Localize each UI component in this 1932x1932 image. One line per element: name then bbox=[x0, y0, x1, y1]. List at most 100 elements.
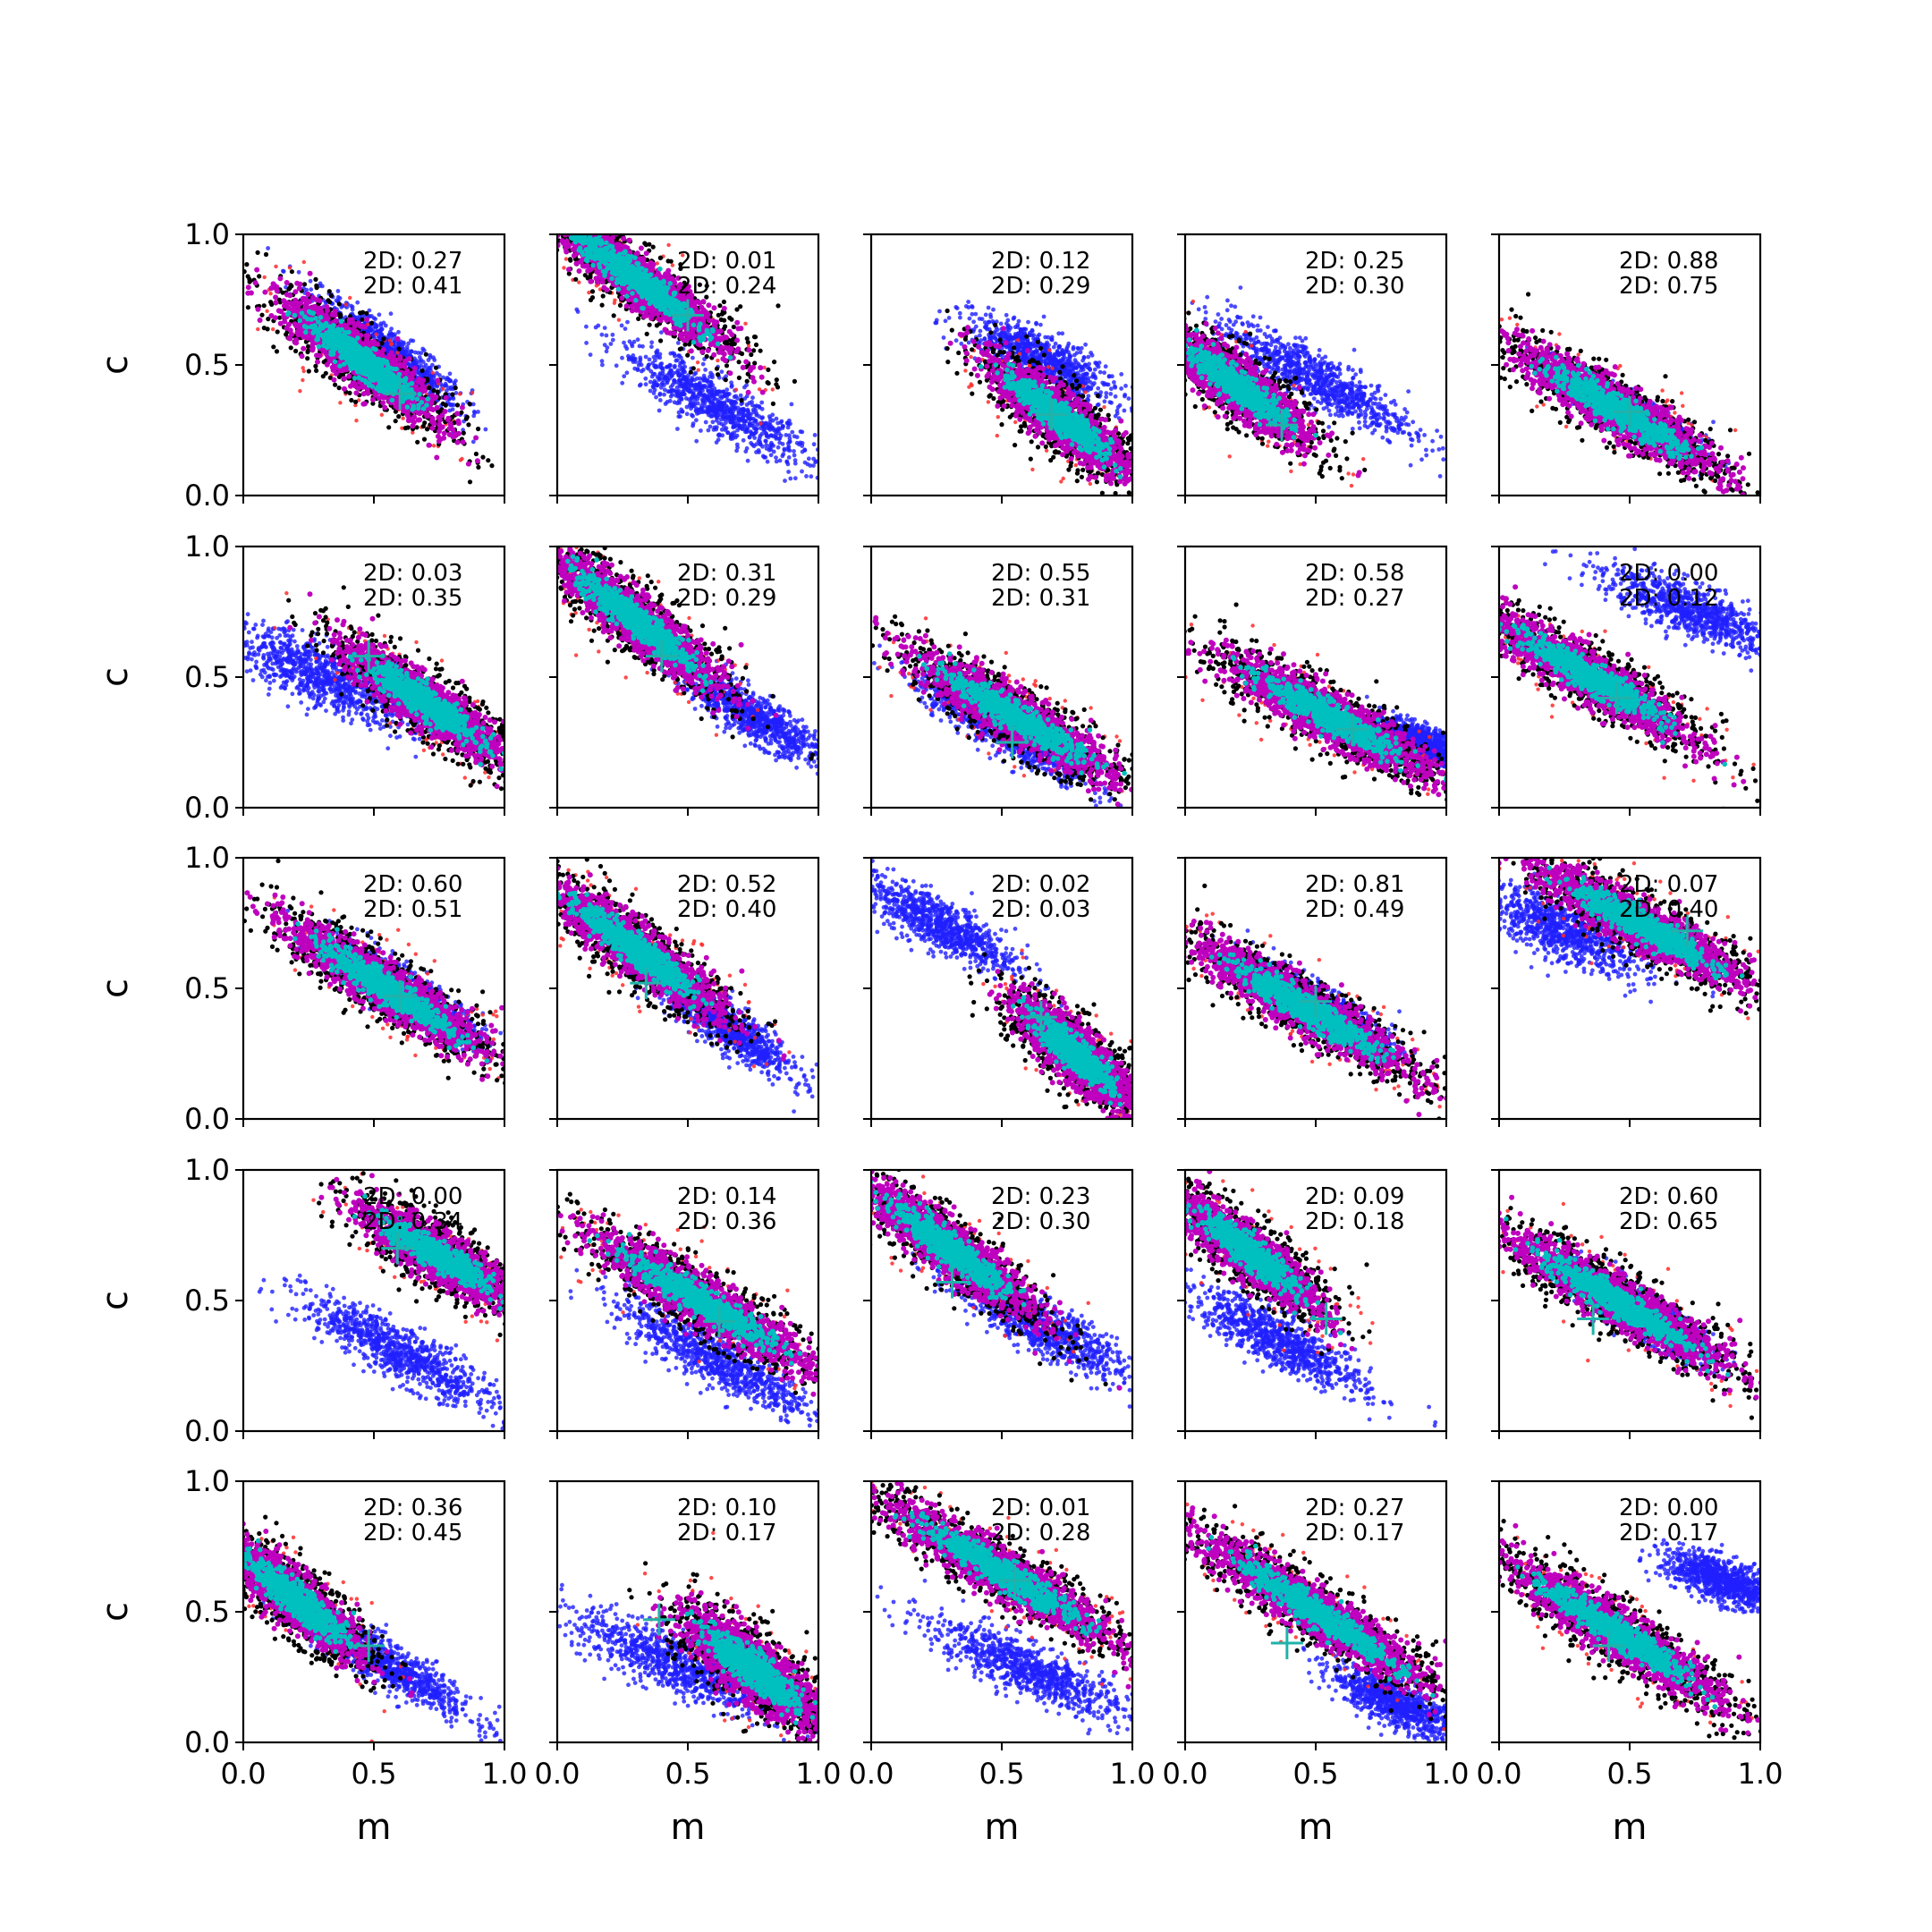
blue-point bbox=[757, 448, 761, 453]
cyan-point bbox=[358, 363, 363, 369]
blue-point bbox=[733, 394, 737, 399]
blue-point bbox=[675, 427, 680, 431]
blue-point bbox=[373, 325, 377, 329]
blue-point bbox=[763, 439, 767, 444]
blue-point bbox=[673, 365, 677, 369]
black-point bbox=[327, 300, 332, 304]
blue-point bbox=[723, 428, 727, 432]
blue-point bbox=[644, 355, 648, 360]
magenta-point bbox=[275, 288, 280, 293]
blue-point bbox=[675, 390, 680, 394]
magenta-point bbox=[282, 319, 287, 325]
cyan-point bbox=[404, 386, 410, 391]
black-point bbox=[450, 392, 454, 396]
magenta-point bbox=[360, 402, 366, 407]
blue-point bbox=[336, 289, 341, 293]
blue-point bbox=[749, 441, 753, 445]
red-point bbox=[441, 387, 445, 391]
magenta-point bbox=[395, 336, 401, 342]
magenta-point bbox=[406, 418, 411, 423]
blue-point bbox=[600, 333, 605, 337]
magenta-point bbox=[380, 400, 386, 405]
blue-point bbox=[767, 414, 772, 419]
blue-point bbox=[600, 359, 605, 363]
blue-point bbox=[700, 385, 705, 389]
magenta-point bbox=[361, 391, 367, 396]
blue-point bbox=[742, 422, 747, 427]
blue-point bbox=[668, 352, 673, 356]
blue-point bbox=[760, 415, 765, 419]
blue-point bbox=[665, 381, 670, 386]
blue-point bbox=[694, 409, 699, 413]
blue-point bbox=[731, 420, 735, 425]
red-point bbox=[666, 243, 670, 247]
blue-point bbox=[761, 454, 766, 459]
cyan-point bbox=[342, 337, 347, 343]
cyan-point bbox=[350, 353, 355, 359]
blue-point bbox=[640, 369, 644, 374]
blue-point bbox=[677, 378, 682, 383]
blue-point bbox=[813, 433, 818, 437]
blue-point bbox=[746, 408, 750, 412]
cyan-point bbox=[371, 355, 377, 360]
red-point bbox=[354, 419, 358, 422]
magenta-point bbox=[364, 317, 369, 322]
blue-point bbox=[705, 378, 709, 383]
blue-point bbox=[813, 460, 818, 464]
black-point bbox=[293, 349, 298, 353]
annotation-line-1: 2D: 0.27 bbox=[363, 248, 462, 275]
magenta-point bbox=[346, 374, 352, 379]
magenta-point bbox=[292, 289, 298, 294]
magenta-point bbox=[356, 321, 361, 326]
red-point bbox=[458, 392, 462, 395]
black-point bbox=[421, 424, 426, 428]
blue-point bbox=[626, 354, 631, 359]
magenta-point bbox=[318, 306, 324, 311]
blue-point bbox=[669, 389, 674, 394]
blue-point bbox=[788, 436, 792, 441]
magenta-point bbox=[307, 299, 312, 304]
red-point bbox=[380, 413, 384, 417]
blue-point bbox=[735, 434, 740, 438]
blue-point bbox=[719, 404, 724, 409]
blue-point bbox=[708, 385, 712, 389]
blue-point bbox=[309, 287, 313, 292]
cyan-point bbox=[305, 317, 310, 322]
red-point bbox=[344, 302, 348, 306]
cyan-point bbox=[346, 330, 352, 335]
black-point bbox=[434, 366, 438, 370]
blue-point bbox=[694, 418, 699, 422]
red-point bbox=[271, 327, 275, 331]
magenta-point bbox=[443, 409, 448, 414]
blue-point bbox=[741, 438, 746, 443]
cyan-point bbox=[402, 378, 408, 384]
black-point bbox=[420, 369, 425, 373]
cyan-point bbox=[317, 344, 322, 350]
magenta-point bbox=[289, 301, 294, 306]
blue-point bbox=[676, 341, 681, 345]
black-point bbox=[264, 252, 268, 257]
blue-point bbox=[351, 308, 355, 312]
magenta-point bbox=[326, 359, 332, 364]
cyan-point bbox=[411, 403, 417, 409]
black-point bbox=[397, 347, 402, 352]
black-point bbox=[386, 425, 391, 429]
blue-point bbox=[717, 434, 722, 438]
blue-point bbox=[349, 304, 353, 309]
red-point bbox=[268, 292, 272, 295]
blue-point bbox=[620, 324, 624, 328]
blue-point bbox=[764, 431, 768, 436]
black-point bbox=[259, 313, 264, 318]
blue-point bbox=[682, 365, 687, 369]
blue-point bbox=[691, 377, 695, 382]
red-point bbox=[298, 389, 301, 393]
black-point bbox=[489, 463, 494, 468]
black-point bbox=[256, 250, 260, 255]
magenta-point bbox=[309, 347, 315, 352]
red-point bbox=[432, 444, 436, 447]
blue-point bbox=[680, 371, 684, 376]
blue-point bbox=[745, 429, 750, 434]
cyan-point bbox=[340, 353, 345, 359]
blue-point bbox=[708, 375, 712, 379]
